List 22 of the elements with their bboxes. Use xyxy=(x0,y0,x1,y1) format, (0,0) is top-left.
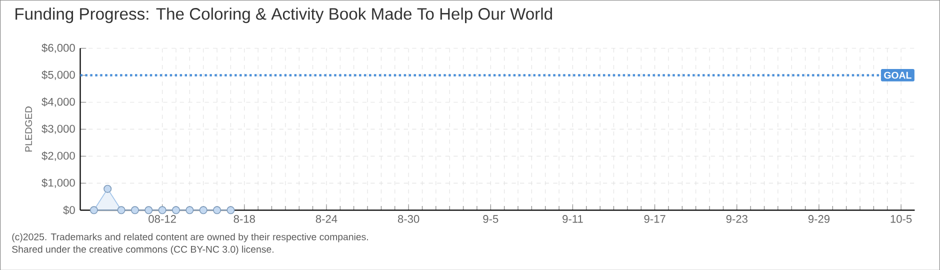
x-tick-label: 9-29 xyxy=(808,214,830,223)
y-axis-title: PLEDGED xyxy=(25,106,32,152)
text: (c)2025. Trademarks and related content are owned by their respective companies. xyxy=(12,233,368,242)
y-tick-label: $5,000 xyxy=(42,70,75,80)
y-tick-label: $6,000 xyxy=(42,43,75,53)
y-tick-label: $4,000 xyxy=(42,97,75,107)
y-tick-label: $1,000 xyxy=(42,178,75,188)
chart-title: Funding Progress: The Coloring & Activity Book Made To Help Our World xyxy=(16,7,552,23)
x-tick-label: 8-24 xyxy=(316,214,338,223)
x-tick-label: 08-12 xyxy=(148,214,176,223)
x-tick-label: 10-5 xyxy=(890,214,912,223)
y-tick-label: $0 xyxy=(63,205,75,214)
x-tick-label: 9-23 xyxy=(726,214,748,223)
ref-line-label: GOAL xyxy=(884,72,912,78)
x-tick-label: 9-11 xyxy=(562,214,583,223)
y-tick-label: $3,000 xyxy=(42,124,75,134)
x-tick-label: 8-30 xyxy=(398,214,420,223)
x-tick-label: 9-17 xyxy=(644,214,666,223)
text: Shared under the creative commons (CC BY-NC 3.0) license. xyxy=(12,245,274,254)
y-tick-label: $2,000 xyxy=(42,151,75,161)
x-tick-label: 9-5 xyxy=(483,214,498,223)
x-tick-label: 8-18 xyxy=(234,214,255,223)
